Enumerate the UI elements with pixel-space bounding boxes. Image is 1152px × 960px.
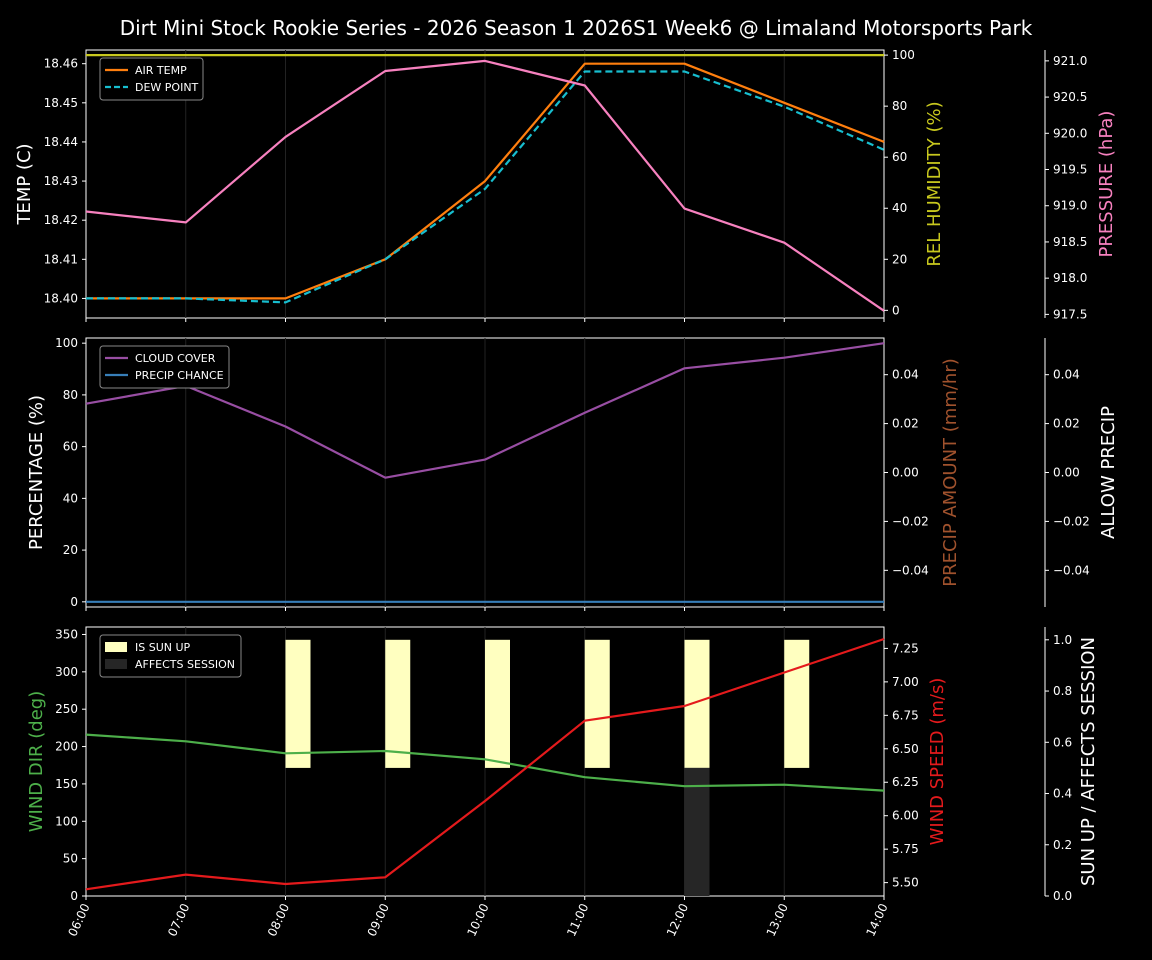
- y-tick-label-right: −0.04: [892, 563, 929, 577]
- legend-label: IS SUN UP: [135, 641, 191, 654]
- y-tick-label-far-right: −0.02: [1053, 514, 1090, 528]
- y-tick-label-left: 18.43: [44, 174, 78, 188]
- y-tick-label-left: 18.42: [44, 213, 78, 227]
- y-tick-label-right: 60: [892, 150, 907, 164]
- y-axis-label-left: WIND DIR (deg): [26, 691, 47, 833]
- y-tick-label-far-right: 0.6: [1053, 735, 1072, 749]
- y-tick-label-far-right: 920.0: [1053, 126, 1087, 140]
- y-tick-label-right: 0.02: [892, 417, 919, 431]
- legend-box: [99, 345, 230, 389]
- series-line-wind-right: [85, 637, 885, 891]
- y-tick-label-left: 100: [55, 814, 78, 828]
- legend-label: CLOUD COVER: [135, 352, 216, 365]
- y-axis-label-right: PRECIP AMOUNT (mm/hr): [940, 358, 961, 587]
- y-tick-label-left: 18.45: [44, 96, 78, 110]
- y-tick-label-left: 18.44: [44, 135, 78, 149]
- y-tick-label-far-right: 919.0: [1053, 199, 1087, 213]
- series-line-temperature-far_right: [85, 59, 885, 312]
- y-tick-label-far-right: 0.8: [1053, 684, 1072, 698]
- y-tick-label-far-right: 920.5: [1053, 90, 1087, 104]
- bar-is-sun-up: [584, 639, 610, 768]
- y-tick-label-left: 50: [63, 852, 78, 866]
- y-tick-label-far-right: 918.5: [1053, 235, 1087, 249]
- y-tick-label-left: 80: [63, 388, 78, 402]
- y-tick-label-right: 5.50: [892, 876, 919, 890]
- y-tick-label-left: 100: [55, 336, 78, 350]
- y-tick-label-right: 0.04: [892, 368, 919, 382]
- y-tick-label-right: 100: [892, 48, 915, 62]
- series-line-dew-point: [86, 70, 885, 304]
- y-tick-label-far-right: 0.00: [1053, 466, 1080, 480]
- chart-title: Dirt Mini Stock Rookie Series - 2026 Sea…: [120, 16, 1033, 40]
- bar-is-sun-up: [784, 639, 810, 768]
- y-tick-label-left: 200: [55, 740, 78, 754]
- y-tick-label-left: 0: [70, 889, 78, 903]
- panel-temperature: 18.40 18.41 18.42 18.43 18.44 18.45 18.46 0 20 40…: [14, 48, 1117, 322]
- y-tick-label-left: 60: [63, 440, 78, 454]
- y-axis-label-far-right: PRESSURE (hPa): [1096, 111, 1117, 258]
- y-tick-label-left: 40: [63, 491, 78, 505]
- bar-is-sun-up: [485, 639, 510, 768]
- bar-affects-session: [684, 767, 710, 896]
- legend-box: [99, 634, 242, 678]
- series-line-air-temp: [86, 62, 885, 300]
- y-tick-label-far-right: 0.2: [1053, 838, 1072, 852]
- y-tick-label-left: 0: [70, 595, 78, 609]
- y-tick-label-right: 6.75: [892, 708, 919, 722]
- series-line-wind-left: [85, 733, 885, 792]
- y-tick-label-far-right: 921.0: [1053, 54, 1087, 68]
- y-tick-label-left: 18.46: [44, 57, 78, 71]
- y-tick-label-right: 6.00: [892, 809, 919, 823]
- legend-label: PRECIP CHANCE: [135, 369, 224, 382]
- y-tick-label-left: 18.41: [44, 252, 78, 266]
- legend-label: AIR TEMP: [135, 64, 187, 77]
- bar-is-sun-up: [385, 639, 411, 768]
- y-tick-label-right: 0.00: [892, 466, 919, 480]
- y-tick-label-far-right: 919.5: [1053, 163, 1087, 177]
- y-tick-label-right: 7.00: [892, 675, 919, 689]
- legend-box: [99, 57, 204, 101]
- y-tick-label-right: 0: [892, 303, 900, 317]
- series-line-cloud-cover: [85, 342, 885, 479]
- y-tick-label-left: 18.40: [44, 291, 78, 305]
- y-axis-label-right: REL HUMIDITY (%): [924, 101, 945, 266]
- y-axis-label-right: WIND SPEED (m/s): [927, 678, 948, 846]
- y-axis-label-left: PERCENTAGE (%): [26, 395, 47, 550]
- legend-label: DEW POINT: [135, 81, 199, 94]
- bar-is-sun-up: [285, 639, 311, 768]
- y-tick-label-far-right: 0.4: [1053, 787, 1072, 801]
- y-tick-label-left: 350: [55, 627, 78, 641]
- y-tick-label-far-right: 0.02: [1053, 417, 1080, 431]
- y-tick-label-right: −0.02: [892, 514, 929, 528]
- y-tick-label-right: 6.25: [892, 775, 919, 789]
- legend-swatch: [105, 642, 127, 652]
- y-tick-label-far-right: 1.0: [1053, 633, 1072, 647]
- y-axis-label-left: TEMP (C): [14, 143, 35, 225]
- y-tick-label-left: 250: [55, 702, 78, 716]
- y-tick-label-right: 5.75: [892, 842, 919, 856]
- y-tick-label-right: 20: [892, 252, 907, 266]
- y-tick-label-right: 40: [892, 201, 907, 215]
- y-tick-label-left: 300: [55, 665, 78, 679]
- y-tick-label-far-right: 918.0: [1053, 271, 1087, 285]
- y-tick-label-far-right: −0.04: [1053, 563, 1090, 577]
- y-tick-label-right: 6.50: [892, 742, 919, 756]
- y-axis-label-far-right: SUN UP / AFFECTS SESSION: [1078, 637, 1099, 886]
- y-tick-label-left: 150: [55, 777, 78, 791]
- legend-label: AFFECTS SESSION: [135, 658, 235, 671]
- y-tick-label-far-right: 0.04: [1053, 368, 1080, 382]
- panel-precipitation: 0 20 40 60 80 100 −0.04 −0.02 0.00 0.02 0.04 −0.04 −…: [26, 336, 1119, 611]
- legend-swatch: [105, 659, 127, 669]
- y-axis-label-far-right: ALLOW PRECIP: [1098, 406, 1119, 539]
- panel-wind: 0 50 100 150 200 250 300 350 5.50 5.75 6.00 6.25 6.5…: [26, 626, 1099, 939]
- y-tick-label-far-right: 0.0: [1053, 889, 1072, 903]
- y-tick-label-right: 80: [892, 99, 907, 113]
- y-tick-label-right: 7.25: [892, 641, 919, 655]
- y-tick-label-far-right: 917.5: [1053, 307, 1087, 321]
- y-tick-label-left: 20: [63, 543, 78, 557]
